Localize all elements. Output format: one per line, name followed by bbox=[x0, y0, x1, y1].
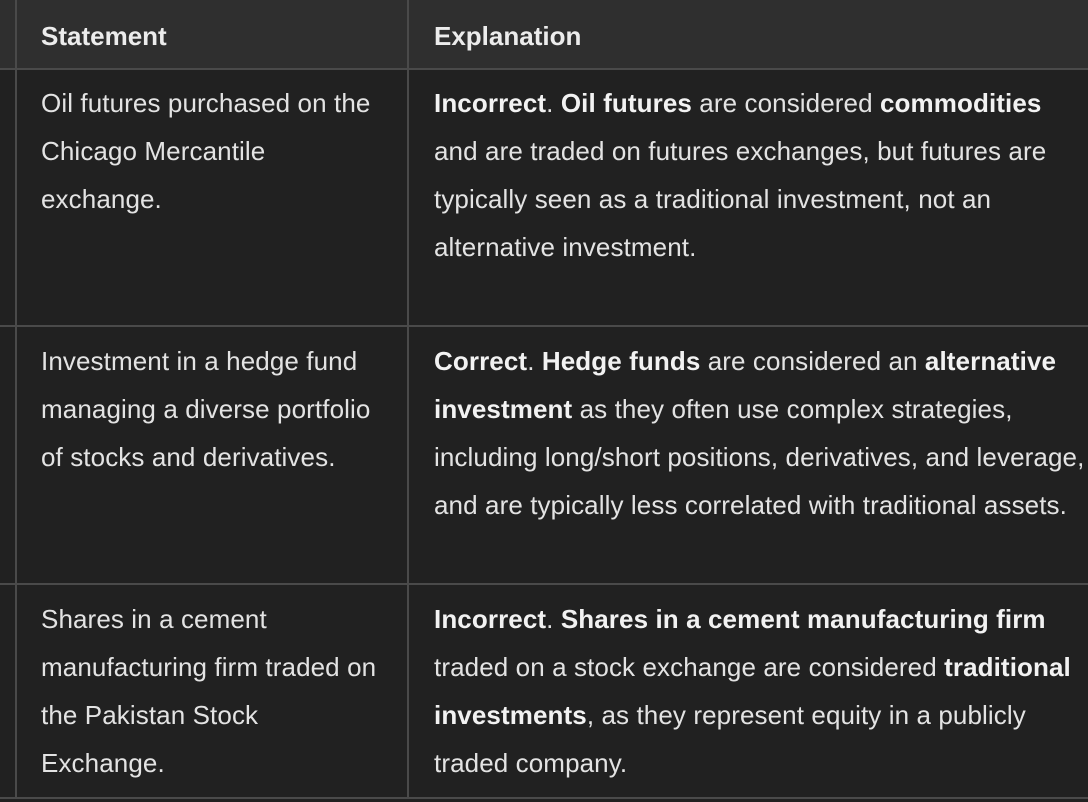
table-cell-statement: Oil futures purchased on the Chicago Mer… bbox=[41, 88, 371, 214]
key-term: traditional investments bbox=[434, 652, 1071, 730]
table-header bbox=[0, 0, 1088, 69]
verdict-label: Incorrect bbox=[434, 604, 547, 634]
table-left-border bbox=[15, 0, 17, 797]
table-cell-statement: Investment in a hedge fund managing a di… bbox=[41, 346, 371, 472]
row-divider bbox=[0, 583, 1088, 585]
table-cell-explanation: Incorrect. Oil futures are considered co… bbox=[434, 88, 1047, 262]
table-cell-explanation: Correct. Hedge funds are considered an a… bbox=[434, 346, 1085, 520]
row-divider bbox=[0, 325, 1088, 327]
header-divider bbox=[0, 68, 1088, 70]
column-divider bbox=[407, 0, 409, 797]
key-term: alternative investment bbox=[434, 346, 1057, 424]
subject-term: Hedge funds bbox=[541, 346, 701, 376]
subject-term: Shares in a cement manufacturing firm bbox=[560, 604, 1046, 634]
column-header-explanation: Explanation bbox=[434, 21, 582, 51]
verdict-label: Correct bbox=[434, 346, 528, 376]
key-term: commodities bbox=[880, 88, 1042, 118]
table-cell-statement: Shares in a cement manufacturing firm tr… bbox=[41, 604, 377, 778]
subject-term: Oil futures bbox=[560, 88, 692, 118]
table-cell-explanation: Incorrect. Shares in a cement manufactur… bbox=[434, 604, 1071, 778]
verdict-label: Incorrect bbox=[434, 88, 547, 118]
column-header-statement: Statement bbox=[41, 21, 167, 51]
